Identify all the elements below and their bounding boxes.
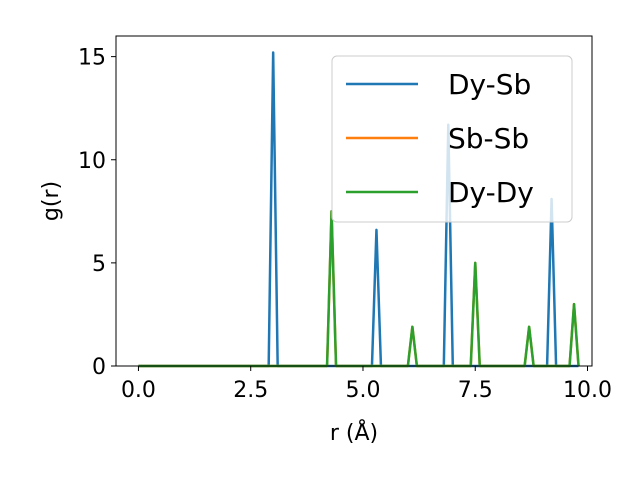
legend: Dy-Sb Sb-Sb Dy-Dy	[331, 55, 573, 223]
series-line-dy-dy	[138, 210, 580, 368]
x-axis-ticks: 0.0 2.5 5.0 7.5 10.0	[121, 366, 612, 403]
legend-label-dy-sb: Dy-Sb	[448, 68, 531, 101]
y-tick-label: 15	[78, 46, 106, 71]
x-tick-label: 10.0	[563, 378, 612, 403]
y-tick-label: 5	[92, 252, 106, 277]
y-tick-label: 10	[78, 149, 106, 174]
y-tick-label: 0	[92, 355, 106, 380]
legend-label-sb-sb: Sb-Sb	[448, 122, 529, 155]
x-tick-label: 2.5	[233, 378, 268, 403]
x-tick-label: 5.0	[345, 378, 380, 403]
y-axis-ticks: 0 5 10 15	[78, 46, 116, 380]
series-line-sb-sb	[138, 210, 580, 368]
x-tick-label: 7.5	[458, 378, 493, 403]
legend-label-dy-dy: Dy-Dy	[448, 176, 534, 209]
plot-frame	[115, 35, 593, 367]
legend-box	[331, 55, 573, 223]
y-axis-label: g(r)	[39, 181, 64, 221]
x-axis-label: r (Å)	[330, 419, 378, 446]
x-tick-label: 0.0	[121, 378, 156, 403]
